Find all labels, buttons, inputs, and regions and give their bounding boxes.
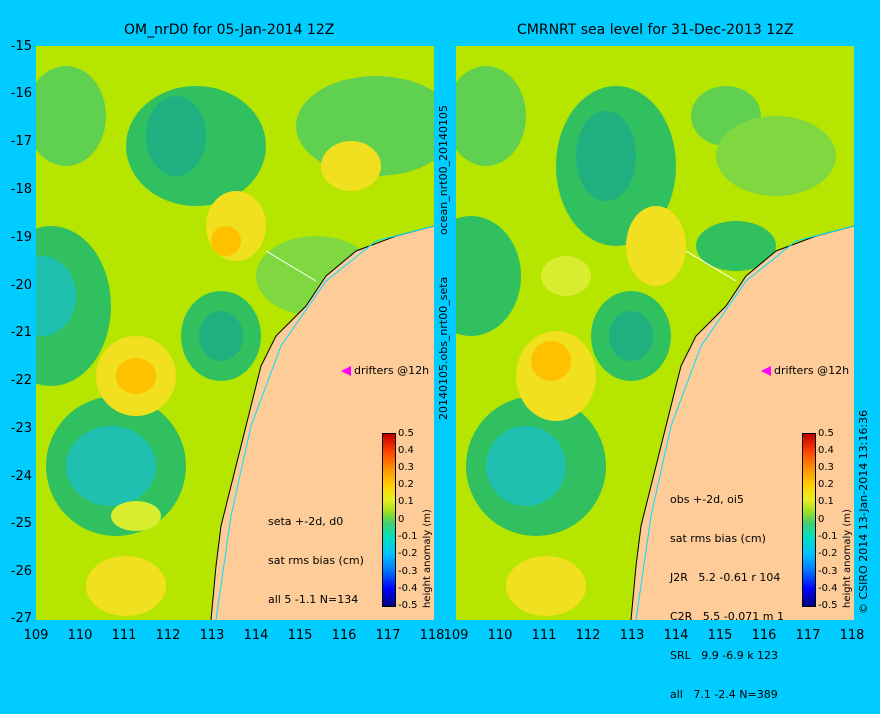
- cb-tick: -0.5: [398, 600, 418, 611]
- cb-tick: -0.2: [818, 548, 838, 559]
- run-label: ocean_nrt00_20140105: [437, 104, 450, 235]
- cb-tick: -0.3: [818, 566, 838, 577]
- stats-line: SRL 9.9 -6.9 k 123: [670, 649, 779, 662]
- cb-tick: -0.5: [818, 600, 838, 611]
- cb-tick: -0.1: [818, 531, 838, 542]
- lon-tick: 115: [287, 628, 313, 643]
- colorbar-right: [802, 433, 816, 607]
- lon-tick: 113: [619, 628, 645, 643]
- stats-line: sat rms bias (cm): [670, 532, 766, 545]
- left-title: OM_nrD0 for 05-Jan-2014 12Z: [124, 22, 335, 38]
- drifters-legend-right: drifters @12h: [774, 364, 850, 377]
- lat-tick: -16: [10, 86, 32, 101]
- cb-tick: 0.3: [398, 462, 414, 473]
- colorbar-label-left: height anomaly (m): [422, 509, 433, 608]
- cb-tick: 0.5: [398, 428, 414, 439]
- cb-tick: 0: [398, 514, 405, 525]
- cb-tick: -0.4: [818, 583, 838, 594]
- lon-tick: 112: [575, 628, 601, 643]
- drifters-legend-left: drifters @12h: [354, 364, 430, 377]
- lon-tick: 109: [23, 628, 49, 643]
- stats-line: sat rms bias (cm): [268, 554, 364, 567]
- stats-line: all 5 -1.1 N=134: [268, 593, 359, 606]
- lon-tick: 111: [111, 628, 137, 643]
- cb-tick: 0.3: [818, 462, 834, 473]
- lon-tick: 117: [375, 628, 401, 643]
- cb-tick: 0.4: [818, 445, 834, 456]
- cb-tick: -0.4: [398, 583, 418, 594]
- right-map: [456, 46, 854, 620]
- lat-tick: -21: [10, 325, 32, 340]
- cb-tick: 0: [818, 514, 825, 525]
- lon-tick: 113: [199, 628, 225, 643]
- lon-tick: 111: [531, 628, 557, 643]
- lon-tick: 118: [839, 628, 865, 643]
- lat-tick: -26: [10, 564, 32, 579]
- lon-tick: 116: [751, 628, 777, 643]
- lon-tick: 112: [155, 628, 181, 643]
- cb-tick: 0.2: [398, 479, 414, 490]
- stats-line: seta +-2d, d0: [268, 515, 344, 528]
- colorbar-left: [382, 433, 396, 607]
- cb-tick: -0.2: [398, 548, 418, 559]
- stats-right: obs +-2d, oi5 sat rms bias (cm) J2R 5.2 …: [670, 467, 784, 714]
- lat-tick: -25: [10, 516, 32, 531]
- lat-tick: -18: [10, 182, 32, 197]
- lon-tick: 114: [663, 628, 689, 643]
- cb-tick: 0.4: [398, 445, 414, 456]
- obs-label: 20140105.obs_nrt00_seta: [437, 276, 450, 420]
- stats-line: obs +-2d, oi5: [670, 493, 744, 506]
- lon-tick: 115: [707, 628, 733, 643]
- lat-tick: -27: [10, 611, 32, 626]
- lat-tick: -15: [10, 39, 32, 54]
- stats-line: C2R 5.5 -0.071 m 1: [670, 610, 784, 623]
- lat-tick: -23: [10, 421, 32, 436]
- lon-tick: 117: [795, 628, 821, 643]
- lon-tick: 109: [443, 628, 469, 643]
- stats-line: J2R 5.2 -0.61 r 104: [670, 571, 781, 584]
- colorbar-label-right: height anomaly (m): [842, 509, 853, 608]
- lon-tick: 118: [419, 628, 445, 643]
- lon-tick: 114: [243, 628, 269, 643]
- right-title: CMRNRT sea level for 31-Dec-2013 12Z: [517, 22, 794, 38]
- left-map: [36, 46, 434, 620]
- cb-tick: -0.1: [398, 531, 418, 542]
- lat-tick: -22: [10, 373, 32, 388]
- lat-tick: -24: [10, 469, 32, 484]
- cb-tick: 0.2: [818, 479, 834, 490]
- lon-tick: 110: [67, 628, 93, 643]
- lat-tick: -20: [10, 278, 32, 293]
- stats-line: all 7.1 -2.4 N=389: [670, 688, 778, 701]
- cb-tick: -0.3: [398, 566, 418, 577]
- lon-tick: 110: [487, 628, 513, 643]
- cb-tick: 0.1: [398, 496, 414, 507]
- cb-tick: 0.1: [818, 496, 834, 507]
- copyright-label: © CSIRO 2014 13-Jan-2014 13:16:36: [857, 409, 870, 614]
- cb-tick: 0.5: [818, 428, 834, 439]
- lat-tick: -19: [10, 230, 32, 245]
- stats-left: seta +-2d, d0 sat rms bias (cm) all 5 -1…: [268, 489, 364, 619]
- lon-tick: 116: [331, 628, 357, 643]
- lat-tick: -17: [10, 134, 32, 149]
